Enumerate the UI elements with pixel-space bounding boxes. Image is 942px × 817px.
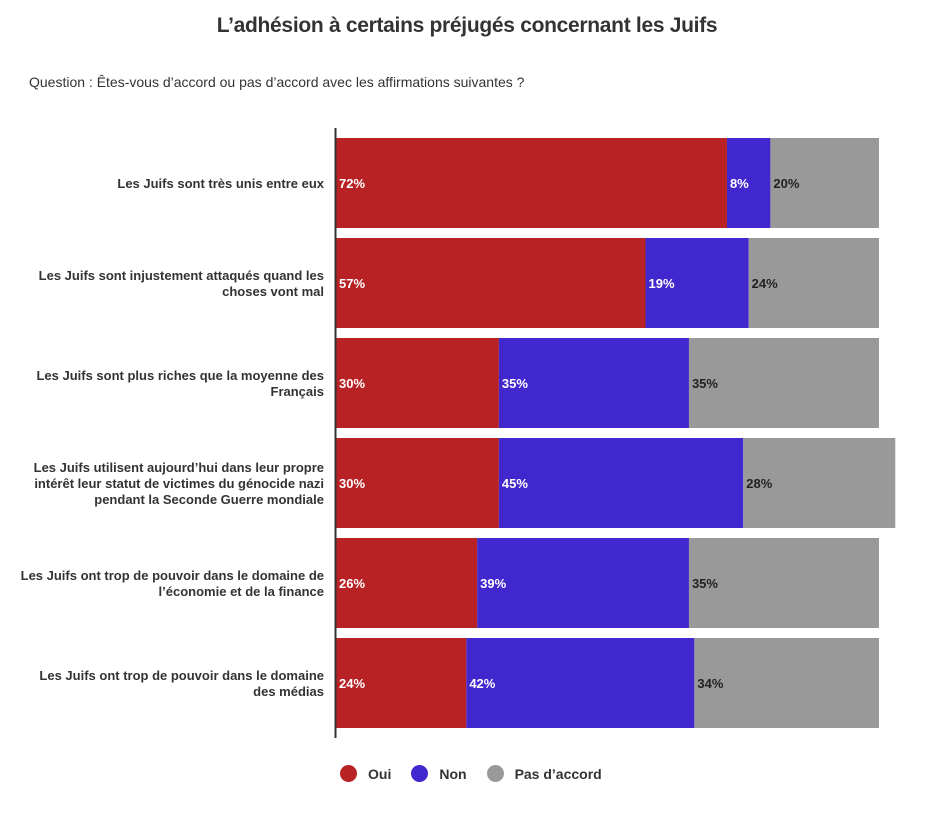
data-label: 39% bbox=[480, 576, 506, 591]
bar-non-4 bbox=[477, 538, 689, 628]
bar-non-1 bbox=[645, 238, 749, 328]
category-label: Les Juifs sont plus riches que la moyenn… bbox=[36, 368, 324, 383]
data-label: 57% bbox=[339, 276, 365, 291]
category-label: des médias bbox=[253, 684, 324, 699]
category-label: Les Juifs sont très unis entre eux bbox=[117, 176, 324, 191]
data-label: 24% bbox=[339, 676, 365, 691]
data-label: 35% bbox=[692, 376, 718, 391]
bar-non-5 bbox=[466, 638, 695, 728]
data-label: 19% bbox=[649, 276, 675, 291]
bar-oui-2 bbox=[336, 338, 499, 428]
legend-swatch bbox=[411, 765, 429, 782]
category-label: Les Juifs ont trop de pouvoir dans le do… bbox=[21, 568, 324, 583]
legend-label: Non bbox=[439, 765, 467, 782]
category-label: intérêt leur statut de victimes du génoc… bbox=[34, 476, 324, 491]
data-label: 26% bbox=[339, 576, 365, 591]
category-label: l’économie et de la finance bbox=[159, 584, 324, 599]
legend-label: Pas d’accord bbox=[514, 765, 602, 782]
question-text: Question : Êtes-vous d’accord ou pas d’a… bbox=[29, 74, 525, 90]
data-label: 24% bbox=[752, 276, 778, 291]
bar-oui-5 bbox=[336, 638, 467, 728]
data-label: 8% bbox=[730, 176, 749, 191]
data-label: 30% bbox=[339, 476, 365, 491]
legend-item: Oui bbox=[340, 765, 391, 782]
bar-oui-3 bbox=[336, 438, 499, 528]
bar-pas-d-accord-2 bbox=[688, 338, 879, 428]
data-label: 72% bbox=[339, 176, 365, 191]
category-label: Les Juifs sont injustement attaqués quan… bbox=[39, 268, 324, 283]
data-label: 35% bbox=[692, 576, 718, 591]
bar-pas-d-accord-3 bbox=[743, 438, 896, 528]
bar-non-0 bbox=[726, 138, 771, 228]
bar-non-2 bbox=[498, 338, 689, 428]
bar-pas-d-accord-0 bbox=[770, 138, 879, 228]
legend-item: Pas d’accord bbox=[486, 765, 602, 782]
category-label: pendant la Seconde Guerre mondiale bbox=[94, 492, 324, 507]
bar-pas-d-accord-4 bbox=[688, 538, 879, 628]
category-label: Français bbox=[271, 384, 324, 399]
data-label: 30% bbox=[339, 376, 365, 391]
data-label: 45% bbox=[502, 476, 528, 491]
category-label: Les Juifs utilisent aujourd’hui dans leu… bbox=[34, 460, 324, 475]
chart-title: L’adhésion à certains préjugés concernan… bbox=[216, 14, 718, 37]
legend-item: Non bbox=[411, 765, 467, 782]
bar-non-3 bbox=[498, 438, 744, 528]
bar-oui-0 bbox=[336, 138, 727, 228]
data-label: 35% bbox=[502, 376, 528, 391]
bar-oui-1 bbox=[336, 238, 646, 328]
category-label: Les Juifs ont trop de pouvoir dans le do… bbox=[39, 668, 324, 683]
bar-oui-4 bbox=[336, 538, 478, 628]
category-label: choses vont mal bbox=[222, 284, 324, 299]
bar-pas-d-accord-5 bbox=[694, 638, 879, 728]
legend: Oui Non Pas d’accord bbox=[340, 765, 622, 782]
data-label: 20% bbox=[773, 176, 799, 191]
data-label: 34% bbox=[697, 676, 723, 691]
data-label: 42% bbox=[469, 676, 495, 691]
legend-swatch bbox=[340, 765, 357, 782]
legend-label: Oui bbox=[368, 765, 392, 782]
legend-swatch bbox=[486, 765, 504, 782]
bar-pas-d-accord-1 bbox=[748, 238, 879, 328]
data-label: 28% bbox=[746, 476, 772, 491]
